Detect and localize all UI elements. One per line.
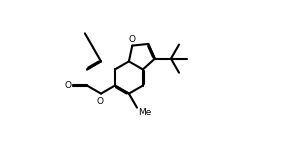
Text: Me: Me [138, 108, 151, 117]
Text: O: O [128, 35, 135, 44]
Text: O: O [64, 81, 71, 90]
Text: O: O [97, 97, 104, 106]
